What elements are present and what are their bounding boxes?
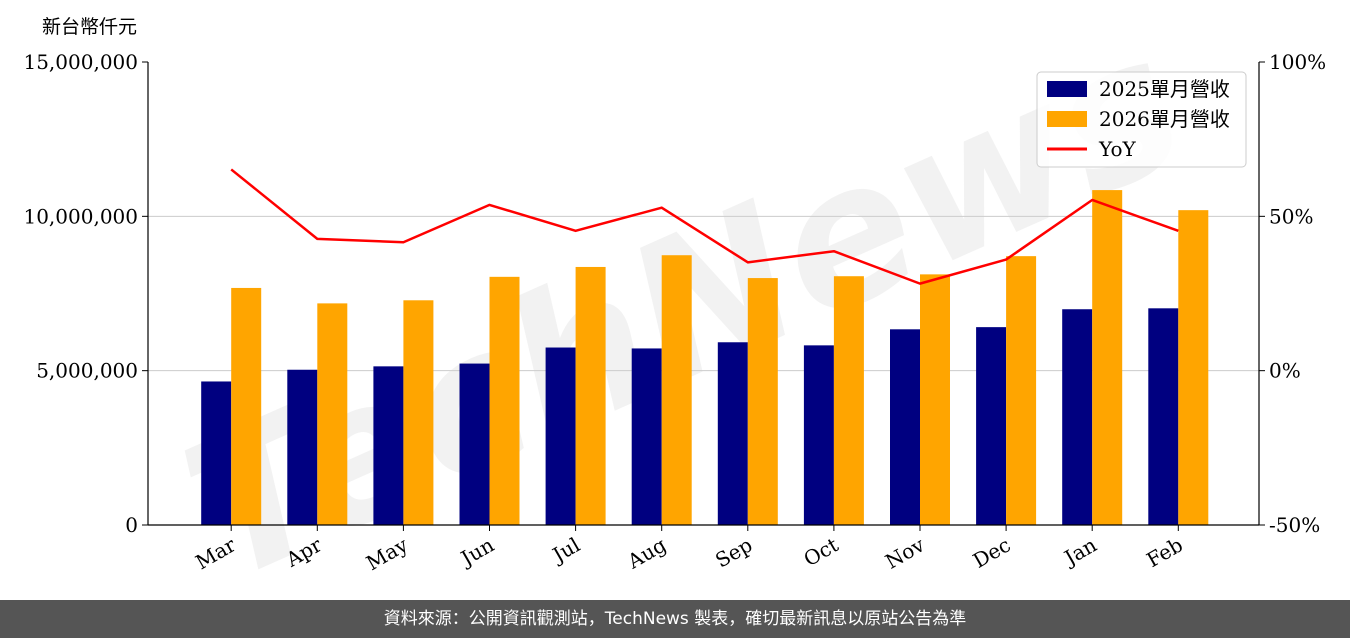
legend-swatch-2025	[1047, 81, 1087, 97]
x-tick-label-dec: Dec	[969, 533, 1015, 573]
bar-2025-sep	[717, 342, 748, 525]
left-axis-unit-label: 新台幣仟元	[42, 16, 137, 38]
bar-2026-may	[403, 300, 434, 525]
bar-2025-nov	[890, 329, 920, 525]
legend-label-2025: 2025單月營收	[1099, 77, 1230, 101]
bar-2026-jul	[575, 266, 606, 525]
bar-2026-aug	[661, 255, 692, 525]
bar-2026-apr	[317, 303, 348, 525]
chart-svg: TechNews05,000,00010,000,00015,000,000-5…	[23, 0, 1326, 600]
bar-2025-jul	[545, 347, 576, 525]
left-tick-label: 15,000,000	[23, 50, 138, 74]
bar-2026-jun	[489, 276, 520, 525]
bar-2026-dec	[1006, 256, 1037, 525]
right-tick-label: -50%	[1269, 513, 1320, 537]
right-tick-label: 100%	[1269, 50, 1326, 74]
right-tick-label: 0%	[1269, 359, 1301, 383]
bar-2025-jun	[459, 363, 490, 525]
legend-label-2026: 2026單月營收	[1099, 107, 1230, 131]
x-tick-label-jan: Jan	[1059, 532, 1101, 570]
bar-2026-mar	[231, 287, 262, 525]
x-tick-label-jul: Jul	[547, 533, 584, 568]
x-tick-label-feb: Feb	[1142, 533, 1186, 572]
x-tick-label-oct: Oct	[800, 533, 843, 572]
legend-box	[1036, 71, 1247, 168]
x-tick-label-jun: Jun	[455, 532, 498, 571]
left-tick-label: 0	[125, 513, 138, 537]
bar-2025-jan	[1062, 309, 1093, 525]
bar-2026-sep	[747, 278, 778, 525]
bar-2026-jan	[1092, 190, 1123, 525]
bar-2026-nov	[920, 274, 950, 525]
x-tick-label-aug: Aug	[623, 532, 671, 573]
legend-swatch-2026	[1047, 111, 1087, 127]
left-tick-label: 10,000,000	[23, 204, 138, 228]
legend-label-yoy: YoY	[1098, 137, 1137, 161]
yoy-line	[230, 168, 1179, 285]
right-tick-label: 50%	[1269, 204, 1313, 228]
left-tick-label: 5,000,000	[36, 359, 138, 383]
bar-2025-oct	[803, 345, 834, 525]
bar-2025-aug	[631, 348, 662, 525]
x-tick-label-sep: Sep	[711, 533, 756, 573]
bar-2025-apr	[287, 369, 318, 525]
bar-2025-dec	[976, 327, 1007, 525]
bar-2026-oct	[833, 276, 864, 525]
bar-2025-feb	[1148, 308, 1179, 525]
bar-2025-may	[373, 366, 404, 525]
source-footer: 資料來源：公開資訊觀測站，TechNews 製表，確切最新訊息以原站公告為準	[0, 600, 1350, 638]
bar-2025-mar	[201, 381, 232, 525]
bar-2026-feb	[1178, 210, 1209, 525]
x-tick-label-nov: Nov	[881, 532, 929, 574]
